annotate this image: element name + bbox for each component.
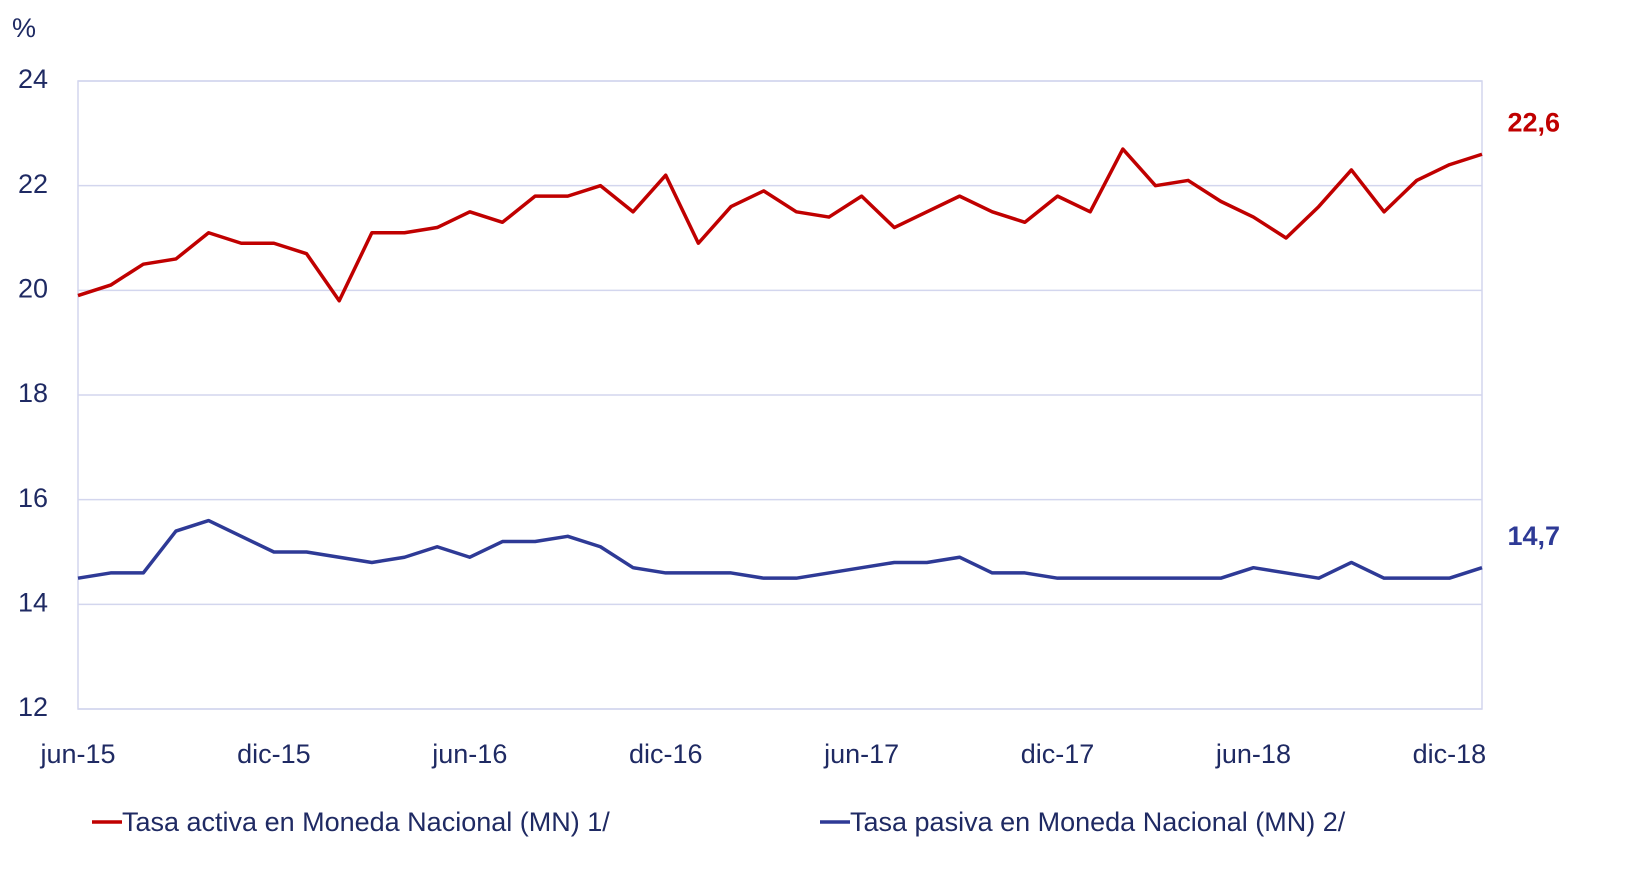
- x-tick-label: dic-18: [1413, 739, 1487, 769]
- y-tick-label: 14: [18, 587, 48, 617]
- y-tick-label: 12: [18, 692, 48, 722]
- x-tick-label: jun-18: [1215, 739, 1291, 769]
- x-tick-label: dic-15: [237, 739, 311, 769]
- x-tick-label: jun-15: [39, 739, 115, 769]
- y-tick-label: 18: [18, 378, 48, 408]
- series-line: [77, 518, 1483, 580]
- series-line: [77, 147, 1483, 303]
- y-tick-label: 16: [18, 483, 48, 513]
- y-tick-label: 24: [18, 64, 48, 94]
- value-label: 14,7: [1507, 521, 1560, 551]
- legend-label: Tasa pasiva en Moneda Nacional (MN) 2/: [850, 807, 1346, 837]
- x-tick-label: dic-16: [629, 739, 703, 769]
- y-axis-label: %: [12, 13, 36, 43]
- x-tick-label: jun-17: [823, 739, 899, 769]
- x-tick-label: dic-17: [1021, 739, 1095, 769]
- value-label: 22,6: [1507, 107, 1560, 137]
- y-tick-label: 22: [18, 169, 48, 199]
- x-tick-label: jun-16: [431, 739, 507, 769]
- y-tick-label: 20: [18, 273, 48, 303]
- legend-label: Tasa activa en Moneda Nacional (MN) 1/: [122, 807, 610, 837]
